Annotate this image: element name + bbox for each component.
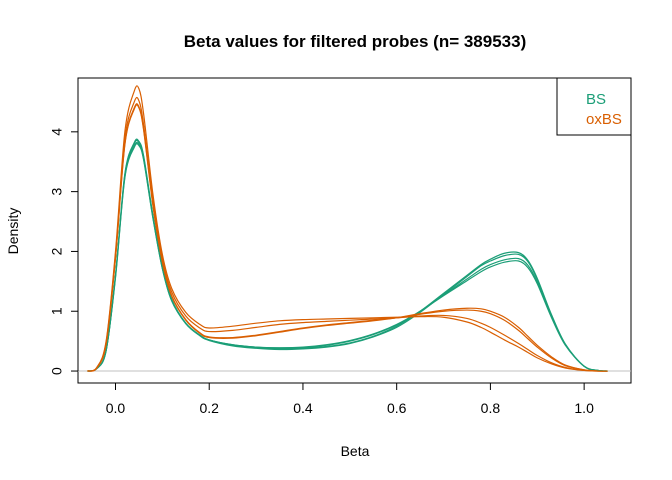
x-tick-label: 0.6 [387, 400, 407, 416]
chart-title: Beta values for filtered probes (n= 3895… [184, 32, 527, 51]
y-axis-label: Density [5, 208, 21, 255]
series-line-oxbs-6 [87, 103, 608, 372]
plot-box [77, 77, 632, 384]
series-line-oxbs-4 [87, 85, 608, 372]
legend-box [556, 77, 632, 136]
x-tick-label: 0.8 [481, 400, 501, 416]
y-tick-label: 0 [49, 367, 65, 375]
series-line-oxbs-5 [87, 96, 608, 372]
y-tick-label: 1 [49, 307, 65, 315]
series-line-bs-3 [87, 143, 608, 372]
y-tick-label: 4 [49, 128, 65, 136]
legend: BS oxBS [556, 77, 632, 136]
x-tick-label: 1.0 [574, 400, 594, 416]
x-axis: 0.0 0.2 0.4 0.6 0.8 1.0 [106, 382, 594, 416]
x-tick-label: 0.4 [293, 400, 313, 416]
series-line-bs-0 [87, 138, 608, 372]
y-axis: 0 1 2 3 4 [49, 128, 79, 375]
series-line-bs-2 [87, 141, 608, 372]
x-axis-label: Beta [341, 443, 370, 459]
series-line-bs-1 [87, 139, 608, 372]
plot-area [77, 77, 632, 384]
y-tick-label: 2 [49, 247, 65, 255]
x-tick-label: 0.0 [106, 400, 126, 416]
series-group [87, 85, 608, 372]
y-tick-label: 3 [49, 188, 65, 196]
x-tick-label: 0.2 [199, 400, 219, 416]
legend-entry-oxbs: oxBS [586, 111, 622, 128]
series-line-oxbs-7 [87, 104, 608, 372]
legend-entry-bs: BS [586, 91, 606, 108]
